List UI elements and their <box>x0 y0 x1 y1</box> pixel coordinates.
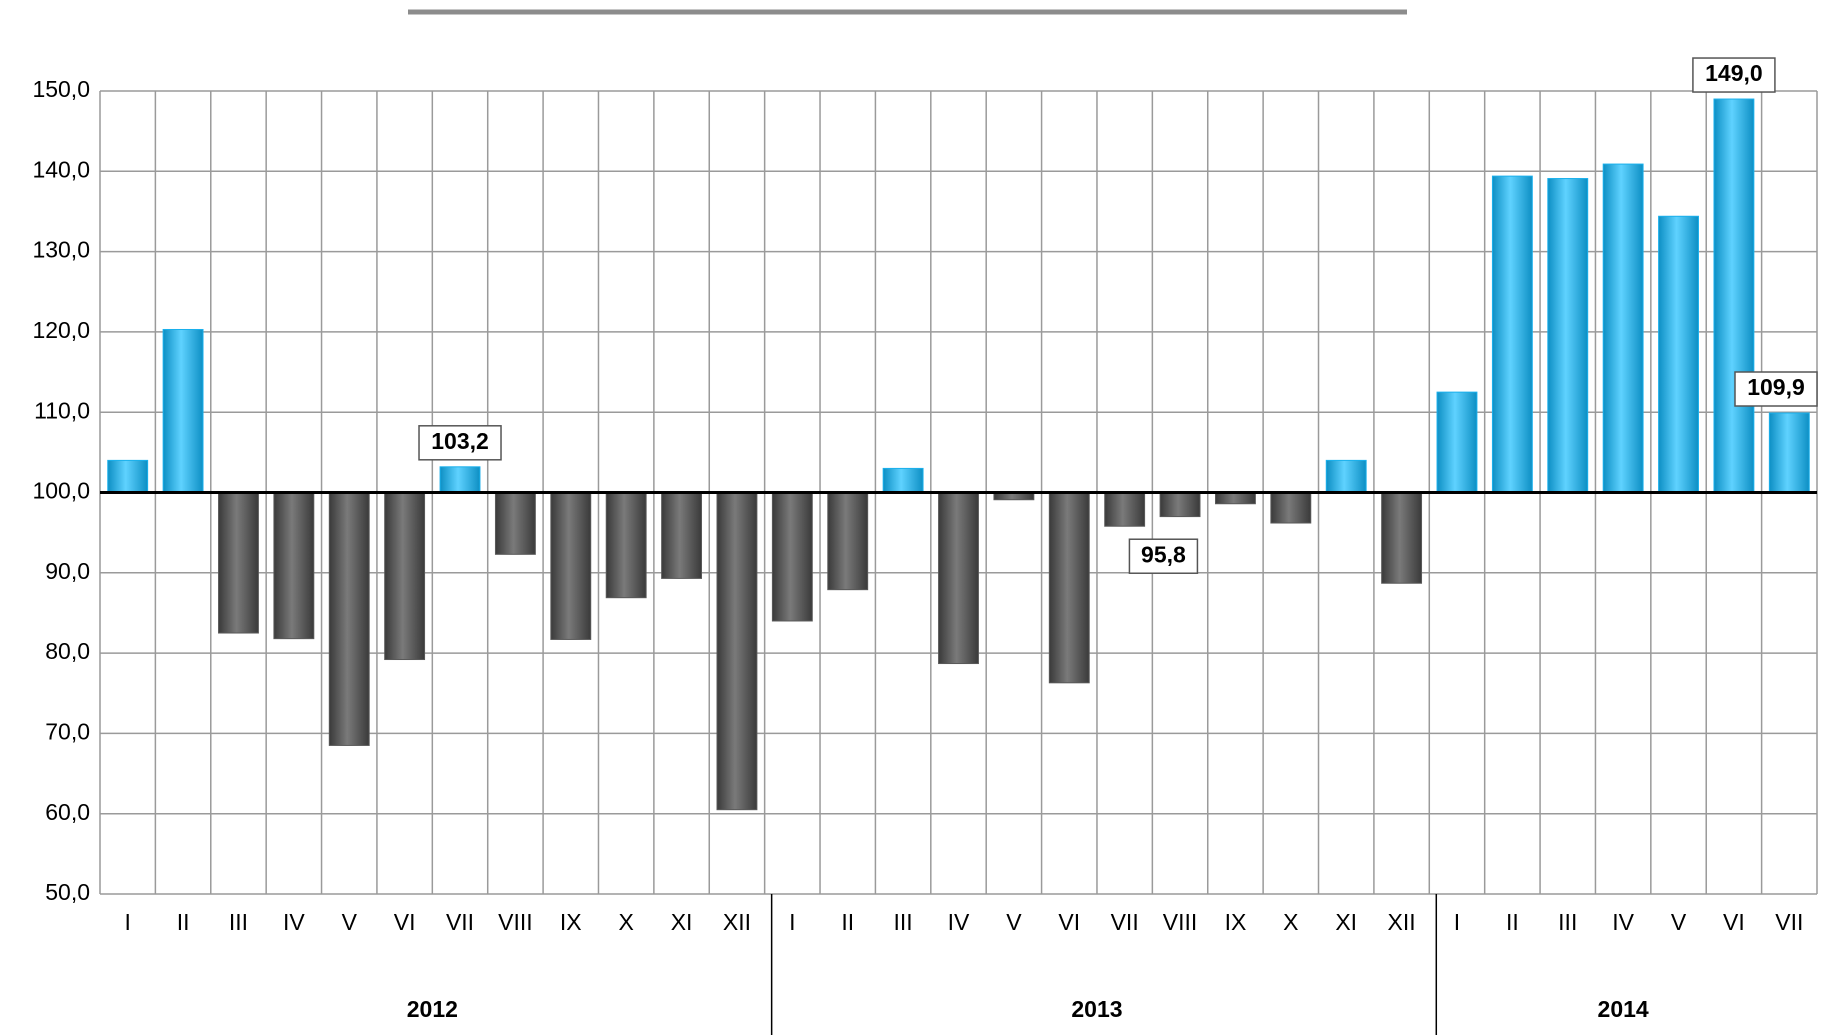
data-label-box <box>1128 538 1199 574</box>
x-tick-label: IX <box>560 909 582 935</box>
y-tick-label: 120,0 <box>32 317 90 343</box>
bar <box>439 466 481 493</box>
bar <box>1768 412 1810 493</box>
y-tick-label: 100,0 <box>32 478 90 504</box>
y-tick-label: 140,0 <box>32 156 90 182</box>
data-label: 109,9 <box>1747 374 1805 400</box>
bar <box>938 492 979 665</box>
bar <box>273 492 315 640</box>
year-label: 2012 <box>407 996 458 1022</box>
data-label-box <box>418 425 502 461</box>
x-tick-label: I <box>124 909 130 935</box>
bar <box>1214 492 1256 505</box>
bar <box>1159 492 1201 518</box>
bar <box>882 467 924 494</box>
year-label: 2014 <box>1598 996 1649 1022</box>
x-tick-label: VI <box>394 909 416 935</box>
x-tick-label: II <box>177 909 190 935</box>
x-tick-label: VI <box>1723 909 1745 935</box>
x-tick-label: XII <box>723 909 751 935</box>
bar <box>1436 391 1478 493</box>
x-tick-label: III <box>1558 909 1577 935</box>
bar <box>1048 492 1090 684</box>
bar <box>1325 459 1367 494</box>
data-label-box <box>1692 57 1776 93</box>
bar <box>661 492 703 579</box>
bar <box>1658 215 1699 493</box>
y-tick-label: 130,0 <box>32 237 90 263</box>
x-tick-label: I <box>789 909 795 935</box>
bar <box>218 492 259 634</box>
x-tick-label: V <box>342 909 358 935</box>
x-tick-label: VIII <box>1163 909 1198 935</box>
y-tick-label: 90,0 <box>45 558 90 584</box>
y-tick-label: 80,0 <box>45 638 90 664</box>
x-tick-label: XII <box>1388 909 1416 935</box>
bar <box>1713 98 1755 493</box>
x-tick-label: XI <box>1335 909 1357 935</box>
bar <box>1491 175 1533 493</box>
bar <box>1381 492 1423 584</box>
x-tick-label: IV <box>1612 909 1634 935</box>
bar <box>1104 492 1146 527</box>
x-tick-label: VIII <box>498 909 533 935</box>
x-tick-label: V <box>1006 909 1022 935</box>
x-tick-label: X <box>619 909 634 935</box>
bar <box>771 492 813 622</box>
data-label: 149,0 <box>1705 60 1763 86</box>
y-tick-label: 60,0 <box>45 799 90 825</box>
x-tick-label: XI <box>671 909 693 935</box>
y-tick-label: 70,0 <box>45 718 90 744</box>
x-tick-label: II <box>841 909 854 935</box>
bar <box>605 492 647 599</box>
x-tick-label: I <box>1454 909 1460 935</box>
bar <box>550 492 592 640</box>
bar <box>494 492 536 555</box>
data-label: 95,8 <box>1141 541 1186 567</box>
x-tick-label: IV <box>283 909 305 935</box>
x-tick-label: VI <box>1058 909 1080 935</box>
bar <box>162 328 204 493</box>
data-label-box <box>1734 371 1818 407</box>
x-tick-label: II <box>1506 909 1519 935</box>
bar <box>1547 178 1589 493</box>
x-tick-label: VII <box>446 909 474 935</box>
bar <box>716 492 758 811</box>
bar <box>328 492 370 746</box>
data-label: 103,2 <box>431 428 489 454</box>
bar <box>107 459 149 494</box>
y-tick-label: 50,0 <box>45 879 90 905</box>
x-tick-label: IX <box>1225 909 1247 935</box>
x-tick-label: III <box>894 909 913 935</box>
x-tick-label: VII <box>1111 909 1139 935</box>
x-tick-label: III <box>229 909 248 935</box>
y-tick-label: 150,0 <box>32 76 90 102</box>
bar <box>384 492 426 661</box>
x-tick-label: V <box>1671 909 1687 935</box>
y-tick-label: 110,0 <box>34 397 90 423</box>
x-tick-label: VII <box>1775 909 1803 935</box>
year-label: 2013 <box>1071 996 1122 1022</box>
bar <box>1270 492 1312 524</box>
bar <box>1602 163 1644 493</box>
x-tick-label: X <box>1283 909 1298 935</box>
x-tick-label: IV <box>948 909 970 935</box>
bar <box>827 492 869 591</box>
